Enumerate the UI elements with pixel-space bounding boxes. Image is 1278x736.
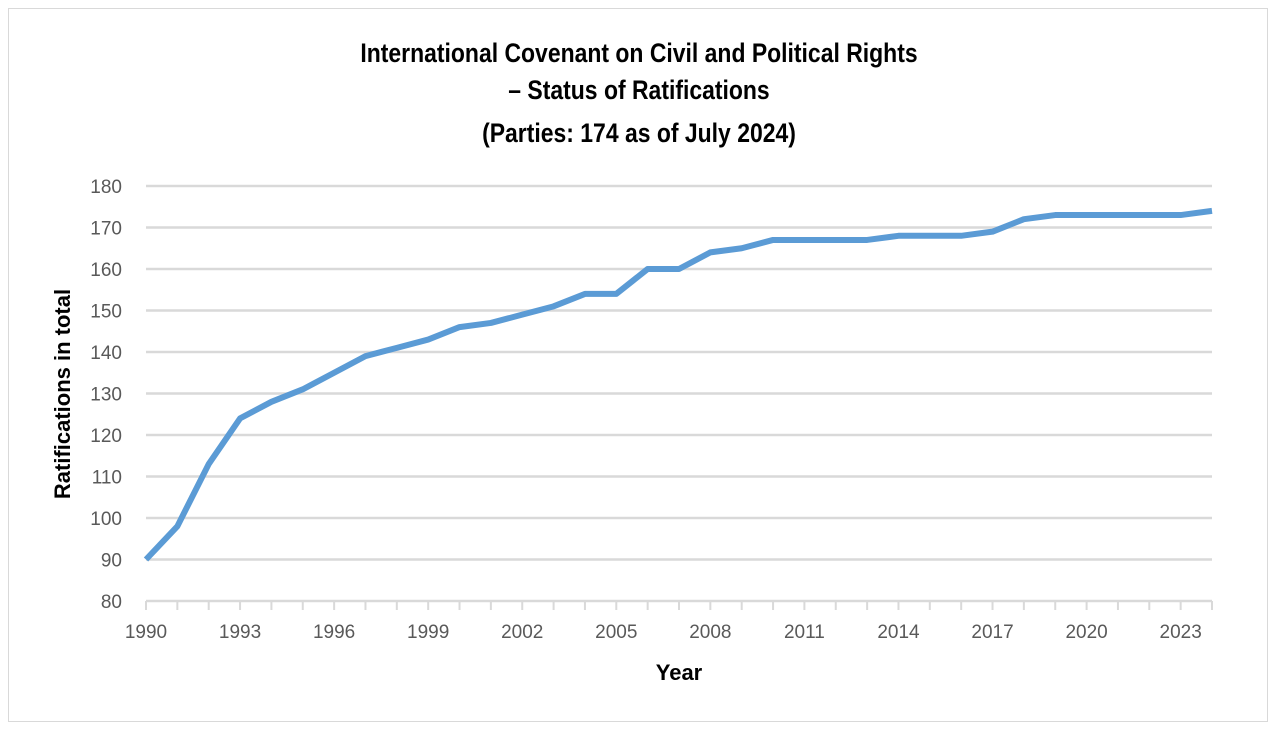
chart-title-line-2: – Status of Ratifications — [508, 75, 770, 105]
x-tick-label: 1993 — [219, 622, 261, 643]
x-tick-label: 2023 — [1160, 622, 1202, 643]
x-tick-label: 2017 — [971, 622, 1013, 643]
ratifications-line — [143, 207, 1213, 562]
chart-title-line-1: International Covenant on Civil and Poli… — [360, 38, 918, 68]
y-tick-label: 180 — [90, 177, 122, 198]
y-tick-label: 150 — [90, 302, 122, 323]
x-tick-label: 1999 — [407, 622, 449, 643]
y-tick-label: 160 — [90, 260, 122, 281]
y-tick-label: 130 — [90, 385, 122, 406]
x-tick-label: 2014 — [877, 622, 920, 643]
chart-title-line-3: (Parties: 174 as of July 2024) — [482, 118, 796, 148]
x-axis-label: Year — [656, 660, 703, 685]
y-tick-label: 140 — [90, 343, 122, 364]
x-tick-label: 1996 — [313, 622, 355, 643]
y-tick-label: 90 — [101, 551, 122, 572]
x-tick-label: 2008 — [689, 622, 731, 643]
y-tick-label: 80 — [101, 592, 122, 613]
chart-frame — [8, 8, 1268, 722]
x-tick-label: 2020 — [1065, 622, 1107, 643]
y-axis-label: Ratifications in total — [50, 289, 75, 499]
y-tick-label: 170 — [90, 219, 122, 240]
x-tick-label: 2005 — [595, 622, 637, 643]
y-tick-label: 100 — [90, 509, 122, 530]
x-tick-label: 2011 — [784, 622, 825, 643]
y-tick-label: 120 — [90, 426, 122, 447]
x-tick-label: 2002 — [501, 622, 543, 643]
y-tick-label: 110 — [92, 468, 122, 489]
x-tick-label: 1990 — [125, 622, 167, 643]
